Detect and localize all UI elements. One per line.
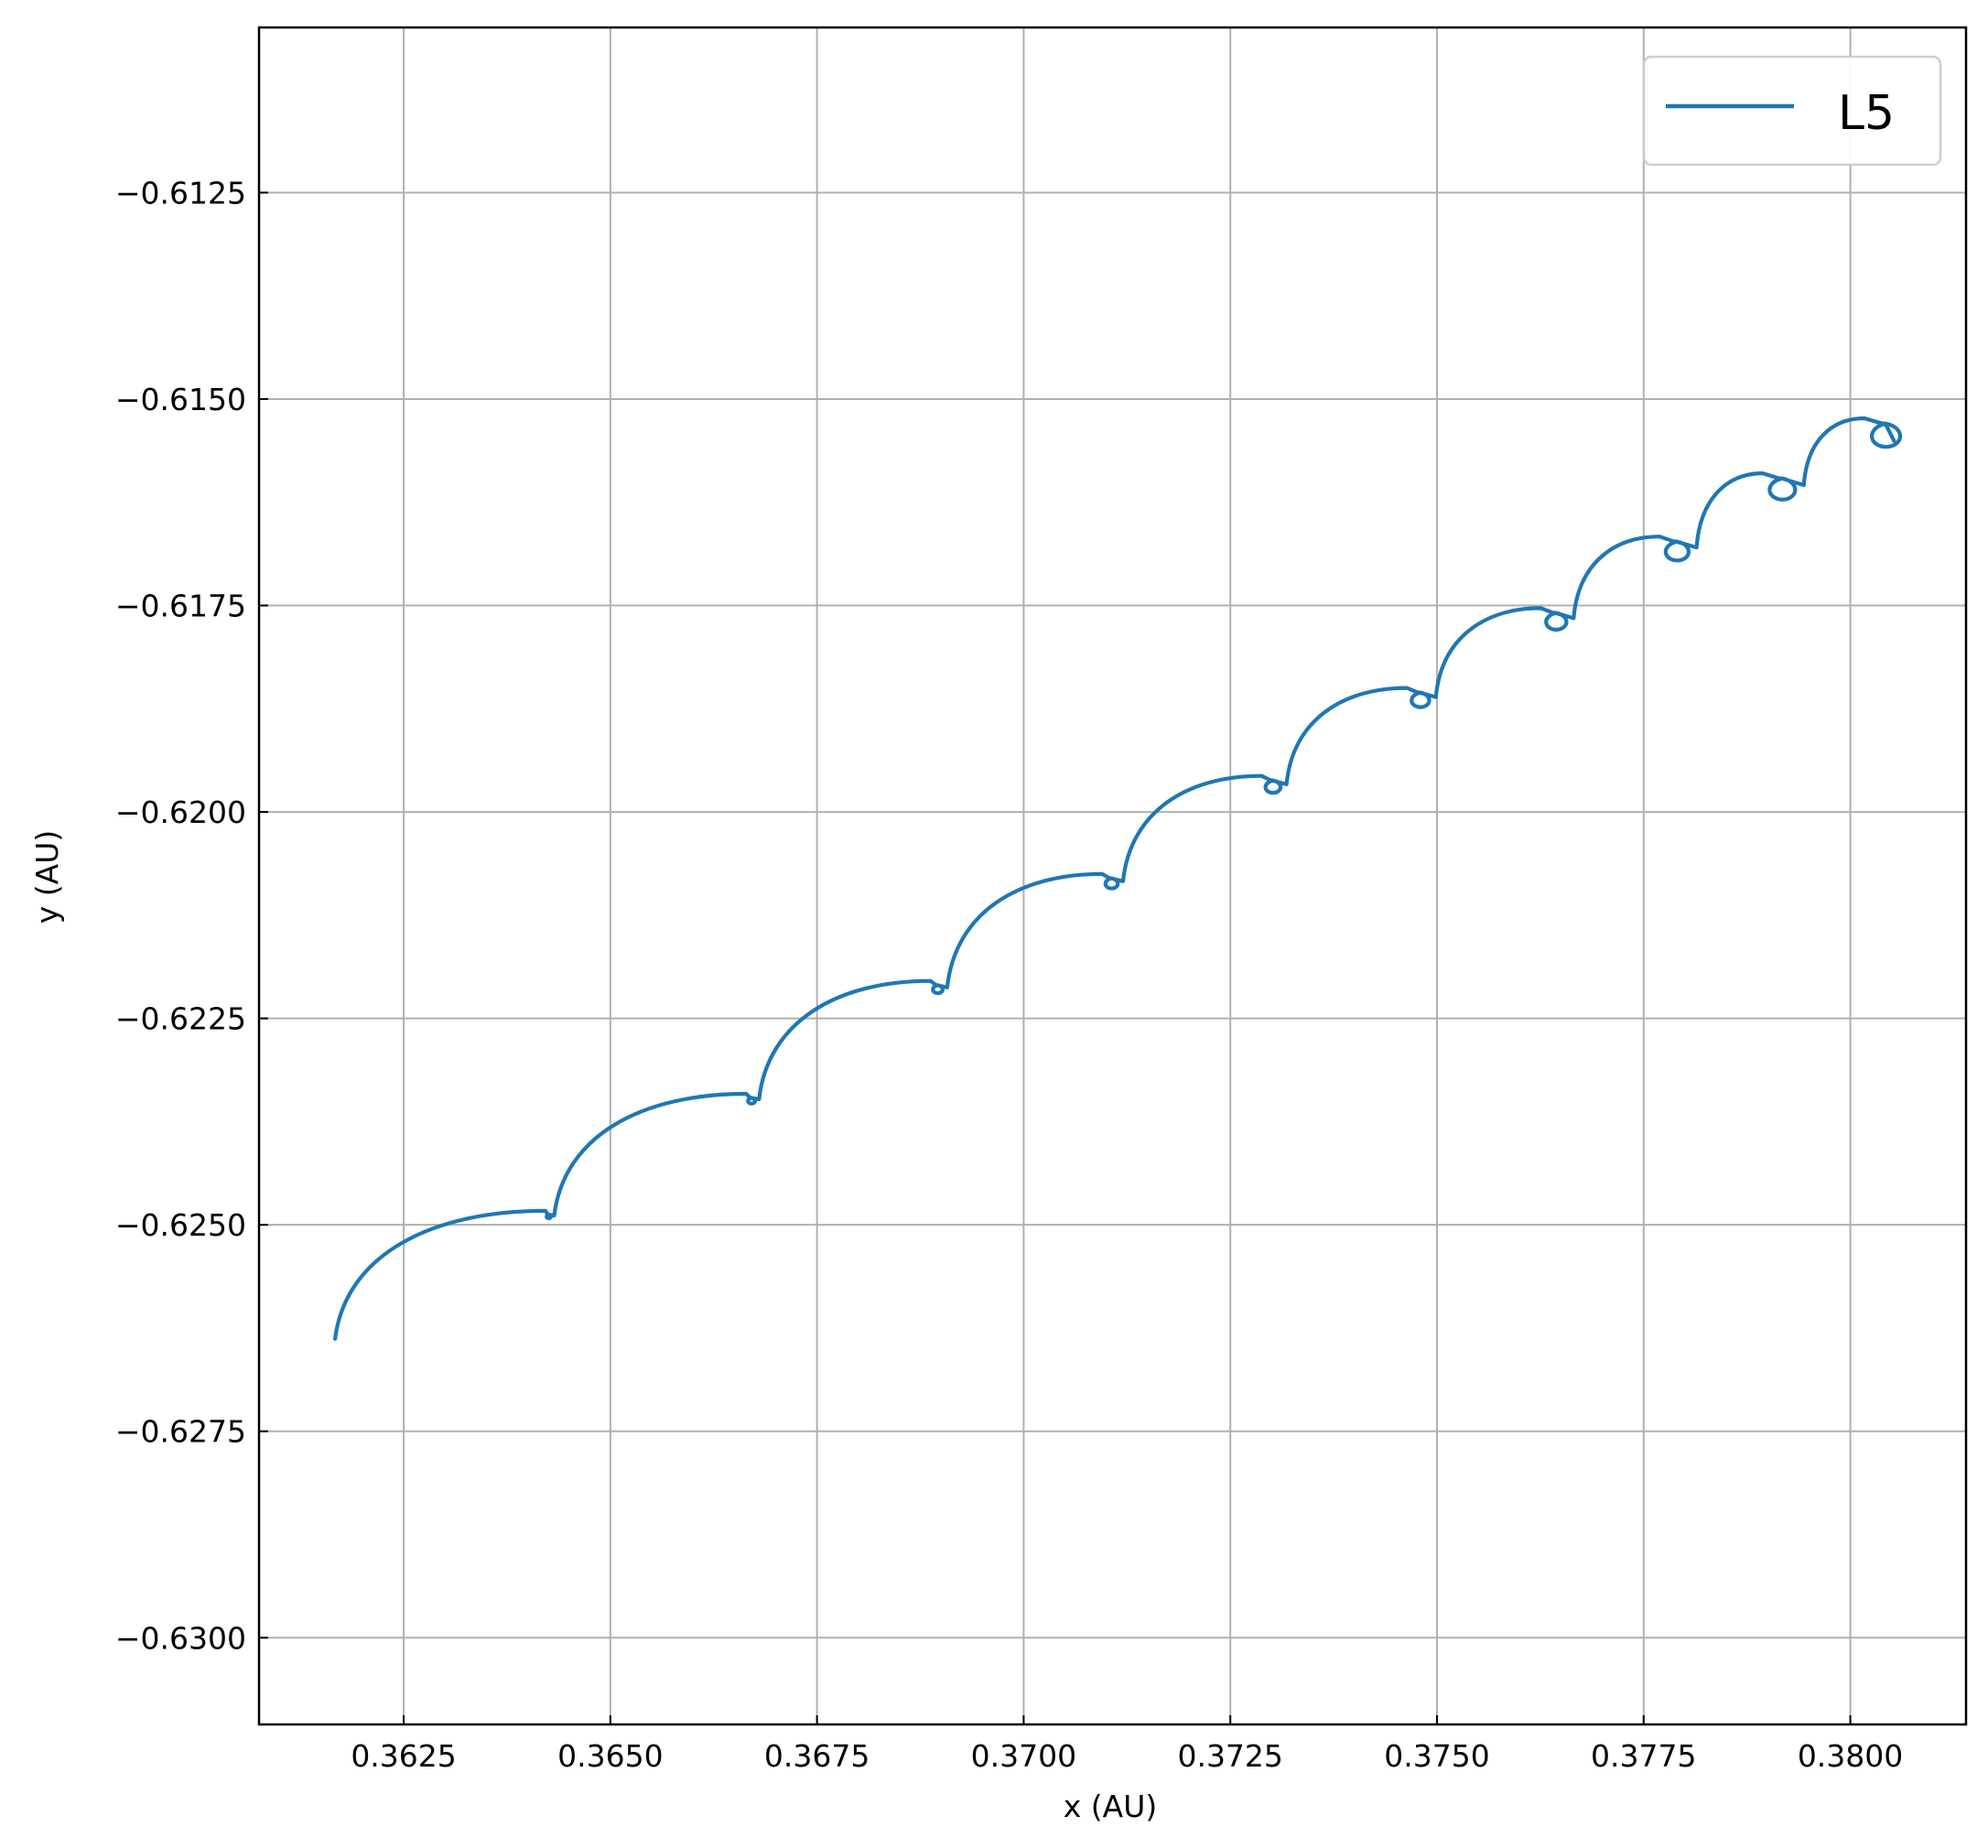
y-tick-label: −0.6275 (115, 1414, 246, 1450)
y-tick-label: −0.6300 (115, 1620, 246, 1656)
x-tick-label: 0.3725 (1177, 1738, 1282, 1774)
x-tick-label: 0.3625 (351, 1738, 456, 1774)
x-tick-label: 0.3650 (557, 1738, 663, 1774)
y-tick-label: −0.6250 (115, 1207, 246, 1243)
x-tick-label: 0.3700 (971, 1738, 1076, 1774)
x-tick-label: 0.3800 (1798, 1738, 1903, 1774)
y-tick-label: −0.6225 (115, 1001, 246, 1037)
y-tick-label: −0.6175 (115, 589, 246, 624)
x-tick-label: 0.3675 (764, 1738, 870, 1774)
y-axis-label: y (AU) (29, 830, 65, 924)
legend: L5 (1642, 55, 1942, 167)
series-line-l5 (333, 416, 1903, 1341)
x-axis: 0.3625 0.3650 0.3675 0.3700 0.3725 0.3750 0.37… (351, 1715, 1903, 1774)
x-axis-label: x (AU) (1064, 1789, 1158, 1824)
y-tick-label: −0.6150 (115, 382, 246, 417)
plot-frame (257, 26, 1968, 1726)
grid (259, 27, 1966, 1724)
y-axis: −0.6125 −0.6150 −0.6175 −0.6200 −0.6225 −0.62… (115, 175, 268, 1656)
legend-box (1642, 55, 1942, 167)
x-tick-label: 0.3775 (1591, 1738, 1696, 1774)
y-tick-label: −0.6200 (115, 794, 246, 830)
y-tick-label: −0.6125 (115, 175, 246, 211)
legend-label: L5 (1838, 86, 1895, 141)
x-tick-label: 0.3750 (1384, 1738, 1489, 1774)
